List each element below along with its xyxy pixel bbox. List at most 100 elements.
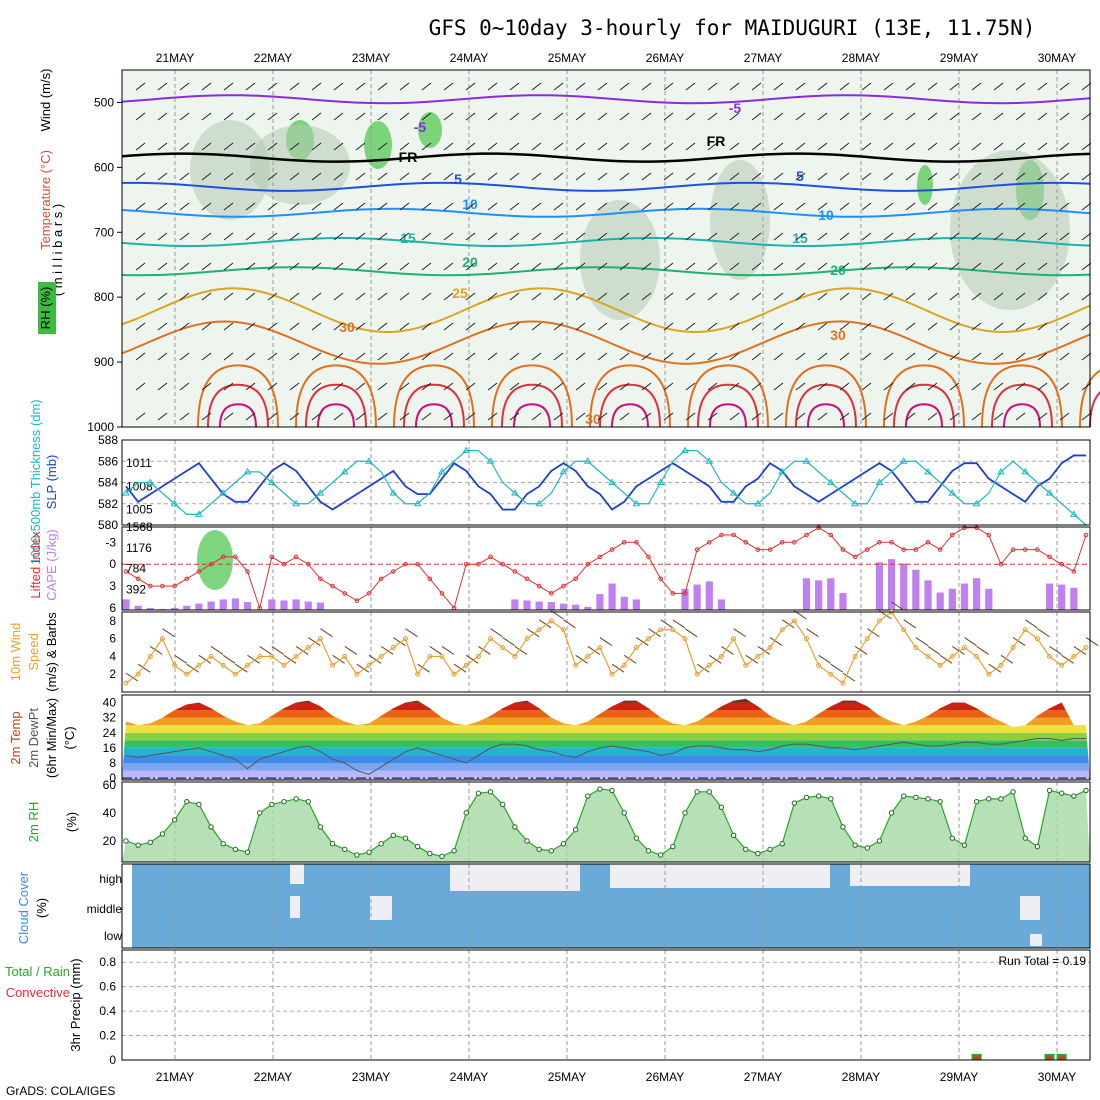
thickness-marker <box>924 467 932 475</box>
convective-bar <box>973 1056 980 1060</box>
wind-barb <box>641 82 652 91</box>
wind-barb <box>663 322 674 331</box>
lifted-tick-label: 0 <box>109 557 116 571</box>
wind-barb <box>619 172 630 181</box>
wind-barb <box>861 202 872 211</box>
date-tick-label: 25MAY <box>548 51 586 65</box>
wind-barb <box>830 663 844 673</box>
wind-barb <box>927 172 938 181</box>
wind-barb <box>245 382 256 391</box>
date-tick-label: 21MAY <box>156 51 194 65</box>
rh-marker <box>1058 790 1065 796</box>
wind-barb <box>509 82 520 91</box>
lifted-index-marker <box>792 540 797 545</box>
wind-barb <box>952 646 965 655</box>
temperature-contour <box>611 403 649 428</box>
wind-barb <box>368 654 382 664</box>
wind-barb <box>575 232 586 241</box>
lifted-index-marker <box>1022 547 1028 552</box>
wind-barb <box>685 412 696 421</box>
wind-barb <box>245 412 256 421</box>
wind-barb <box>685 202 696 211</box>
wind-barb <box>1037 112 1048 121</box>
thickness-marker <box>340 467 349 475</box>
wind-barb <box>465 172 476 181</box>
rh-marker <box>171 817 178 823</box>
wind-barb <box>201 142 212 151</box>
wind-speed-marker <box>135 671 141 677</box>
lifted-index-marker <box>877 540 882 545</box>
wind-barb <box>993 262 1004 271</box>
wind-barb <box>421 382 432 391</box>
cape-bar <box>1070 587 1078 610</box>
lifted-tick-label: 6 <box>109 601 116 615</box>
wind-speed-marker <box>524 636 530 642</box>
rh-marker <box>840 824 846 830</box>
wind-barb <box>421 322 432 331</box>
lifted-index-marker <box>172 583 177 589</box>
wind-barb <box>751 352 762 361</box>
wind-barb <box>186 663 200 673</box>
rh-tick-label: 40 <box>103 806 117 820</box>
wind-barb <box>795 382 806 391</box>
wind-barb <box>839 352 850 361</box>
wind-barb <box>1037 412 1048 421</box>
wind-barb <box>839 382 850 391</box>
wind-barb <box>751 382 762 391</box>
wind-barb <box>619 292 630 301</box>
wind-barb <box>333 142 344 151</box>
contour-label: 10 <box>818 207 834 223</box>
wind-barb <box>563 619 576 629</box>
wind-barb <box>641 412 652 421</box>
wind-barb <box>1015 232 1026 241</box>
wind-barb <box>839 262 850 271</box>
wind-barb <box>619 82 630 91</box>
wind-barb <box>905 292 916 301</box>
wind-barb <box>597 262 608 271</box>
wind-barb <box>333 172 344 181</box>
wind-speed-marker <box>512 653 518 659</box>
wind-barb <box>685 172 696 181</box>
wind-barb <box>817 382 828 391</box>
wind-barb <box>905 202 916 211</box>
rh-marker <box>1083 787 1089 794</box>
wind-barb <box>861 412 872 421</box>
wind-barb <box>443 202 454 211</box>
wind-barb <box>377 382 388 391</box>
wind-barb <box>927 112 938 121</box>
wind-barb <box>509 412 520 421</box>
clear-sky-patch <box>370 896 392 920</box>
thickness-marker <box>778 467 787 475</box>
rh-marker <box>1022 835 1028 841</box>
date-tick-label: 26MAY <box>646 1070 684 1084</box>
wind-barb <box>487 202 498 211</box>
cape-bar <box>705 581 713 610</box>
wind-speed-marker <box>731 636 737 642</box>
wind-speed-marker <box>1059 662 1065 668</box>
panel-frame <box>121 439 1091 526</box>
wind-barb <box>135 172 146 181</box>
wind-barb <box>1059 292 1070 301</box>
wind-barb <box>377 232 388 241</box>
wind-barb <box>179 172 190 181</box>
wind-barb <box>707 82 718 91</box>
wind-barb <box>223 322 234 331</box>
wind-barb <box>971 202 982 211</box>
wind-barb <box>861 112 872 121</box>
wind-barb <box>399 172 410 181</box>
wind-barb <box>866 628 880 638</box>
date-axis-bottom: 21MAY 22MAY 23MAY 24MAY 25MAY 26MAY 27MAY 28MAY… <box>156 1070 1076 1084</box>
wind-barb <box>707 232 718 241</box>
date-tick-label: 28MAY <box>842 1070 880 1084</box>
wind-barb <box>223 232 234 241</box>
wind-speed-marker <box>755 653 761 659</box>
wind-barb <box>514 646 528 655</box>
wind-barb <box>1037 202 1048 211</box>
wind-barb <box>1015 202 1026 211</box>
wind-barb <box>377 262 388 271</box>
wind-barb <box>883 82 894 91</box>
wind-barb <box>707 352 718 361</box>
wind-barb <box>575 412 586 421</box>
lifted-index-marker <box>415 561 420 567</box>
